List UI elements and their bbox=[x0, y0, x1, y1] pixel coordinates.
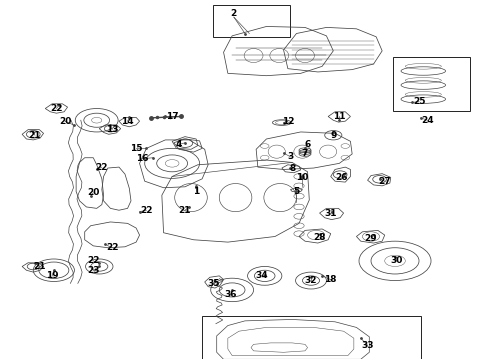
Text: 21: 21 bbox=[29, 131, 41, 140]
Text: 5: 5 bbox=[294, 187, 299, 196]
Text: 6: 6 bbox=[304, 140, 311, 149]
Text: 18: 18 bbox=[324, 275, 337, 284]
Text: 21: 21 bbox=[33, 262, 46, 271]
Text: 3: 3 bbox=[287, 152, 294, 161]
Text: 24: 24 bbox=[421, 116, 434, 125]
Bar bbox=[202, 316, 421, 360]
Text: 4: 4 bbox=[176, 140, 182, 149]
Text: 29: 29 bbox=[365, 234, 377, 243]
Text: 22: 22 bbox=[50, 104, 63, 113]
Text: 7: 7 bbox=[302, 149, 308, 158]
Text: 20: 20 bbox=[87, 188, 99, 197]
Text: 30: 30 bbox=[391, 256, 403, 265]
Text: 17: 17 bbox=[166, 112, 178, 121]
Text: 15: 15 bbox=[130, 144, 143, 153]
Text: 26: 26 bbox=[336, 173, 348, 182]
Text: 27: 27 bbox=[378, 177, 391, 186]
Bar bbox=[393, 57, 470, 111]
Text: 22: 22 bbox=[140, 206, 153, 215]
Text: 28: 28 bbox=[313, 233, 326, 242]
Text: 16: 16 bbox=[136, 154, 148, 163]
Text: 31: 31 bbox=[324, 210, 337, 219]
Text: 2: 2 bbox=[231, 9, 237, 18]
Text: 19: 19 bbox=[46, 271, 58, 280]
Text: 8: 8 bbox=[289, 163, 295, 172]
Text: 12: 12 bbox=[282, 117, 294, 126]
Text: 22: 22 bbox=[106, 243, 119, 252]
Text: 1: 1 bbox=[193, 187, 199, 196]
Text: 34: 34 bbox=[256, 271, 269, 280]
Text: 25: 25 bbox=[413, 97, 425, 106]
Text: 14: 14 bbox=[121, 117, 134, 126]
Text: 23: 23 bbox=[87, 266, 99, 275]
Text: 36: 36 bbox=[224, 290, 237, 299]
Text: 11: 11 bbox=[333, 112, 345, 121]
Text: 22: 22 bbox=[96, 163, 108, 172]
Text: 13: 13 bbox=[106, 125, 119, 134]
Text: 21: 21 bbox=[179, 206, 191, 215]
Text: 9: 9 bbox=[330, 131, 337, 140]
Text: 32: 32 bbox=[305, 276, 317, 285]
Text: 20: 20 bbox=[59, 117, 71, 126]
Bar bbox=[213, 5, 291, 37]
Text: 35: 35 bbox=[207, 279, 220, 288]
Text: 33: 33 bbox=[361, 341, 374, 350]
Text: 10: 10 bbox=[296, 173, 309, 182]
Text: 22: 22 bbox=[87, 256, 99, 265]
